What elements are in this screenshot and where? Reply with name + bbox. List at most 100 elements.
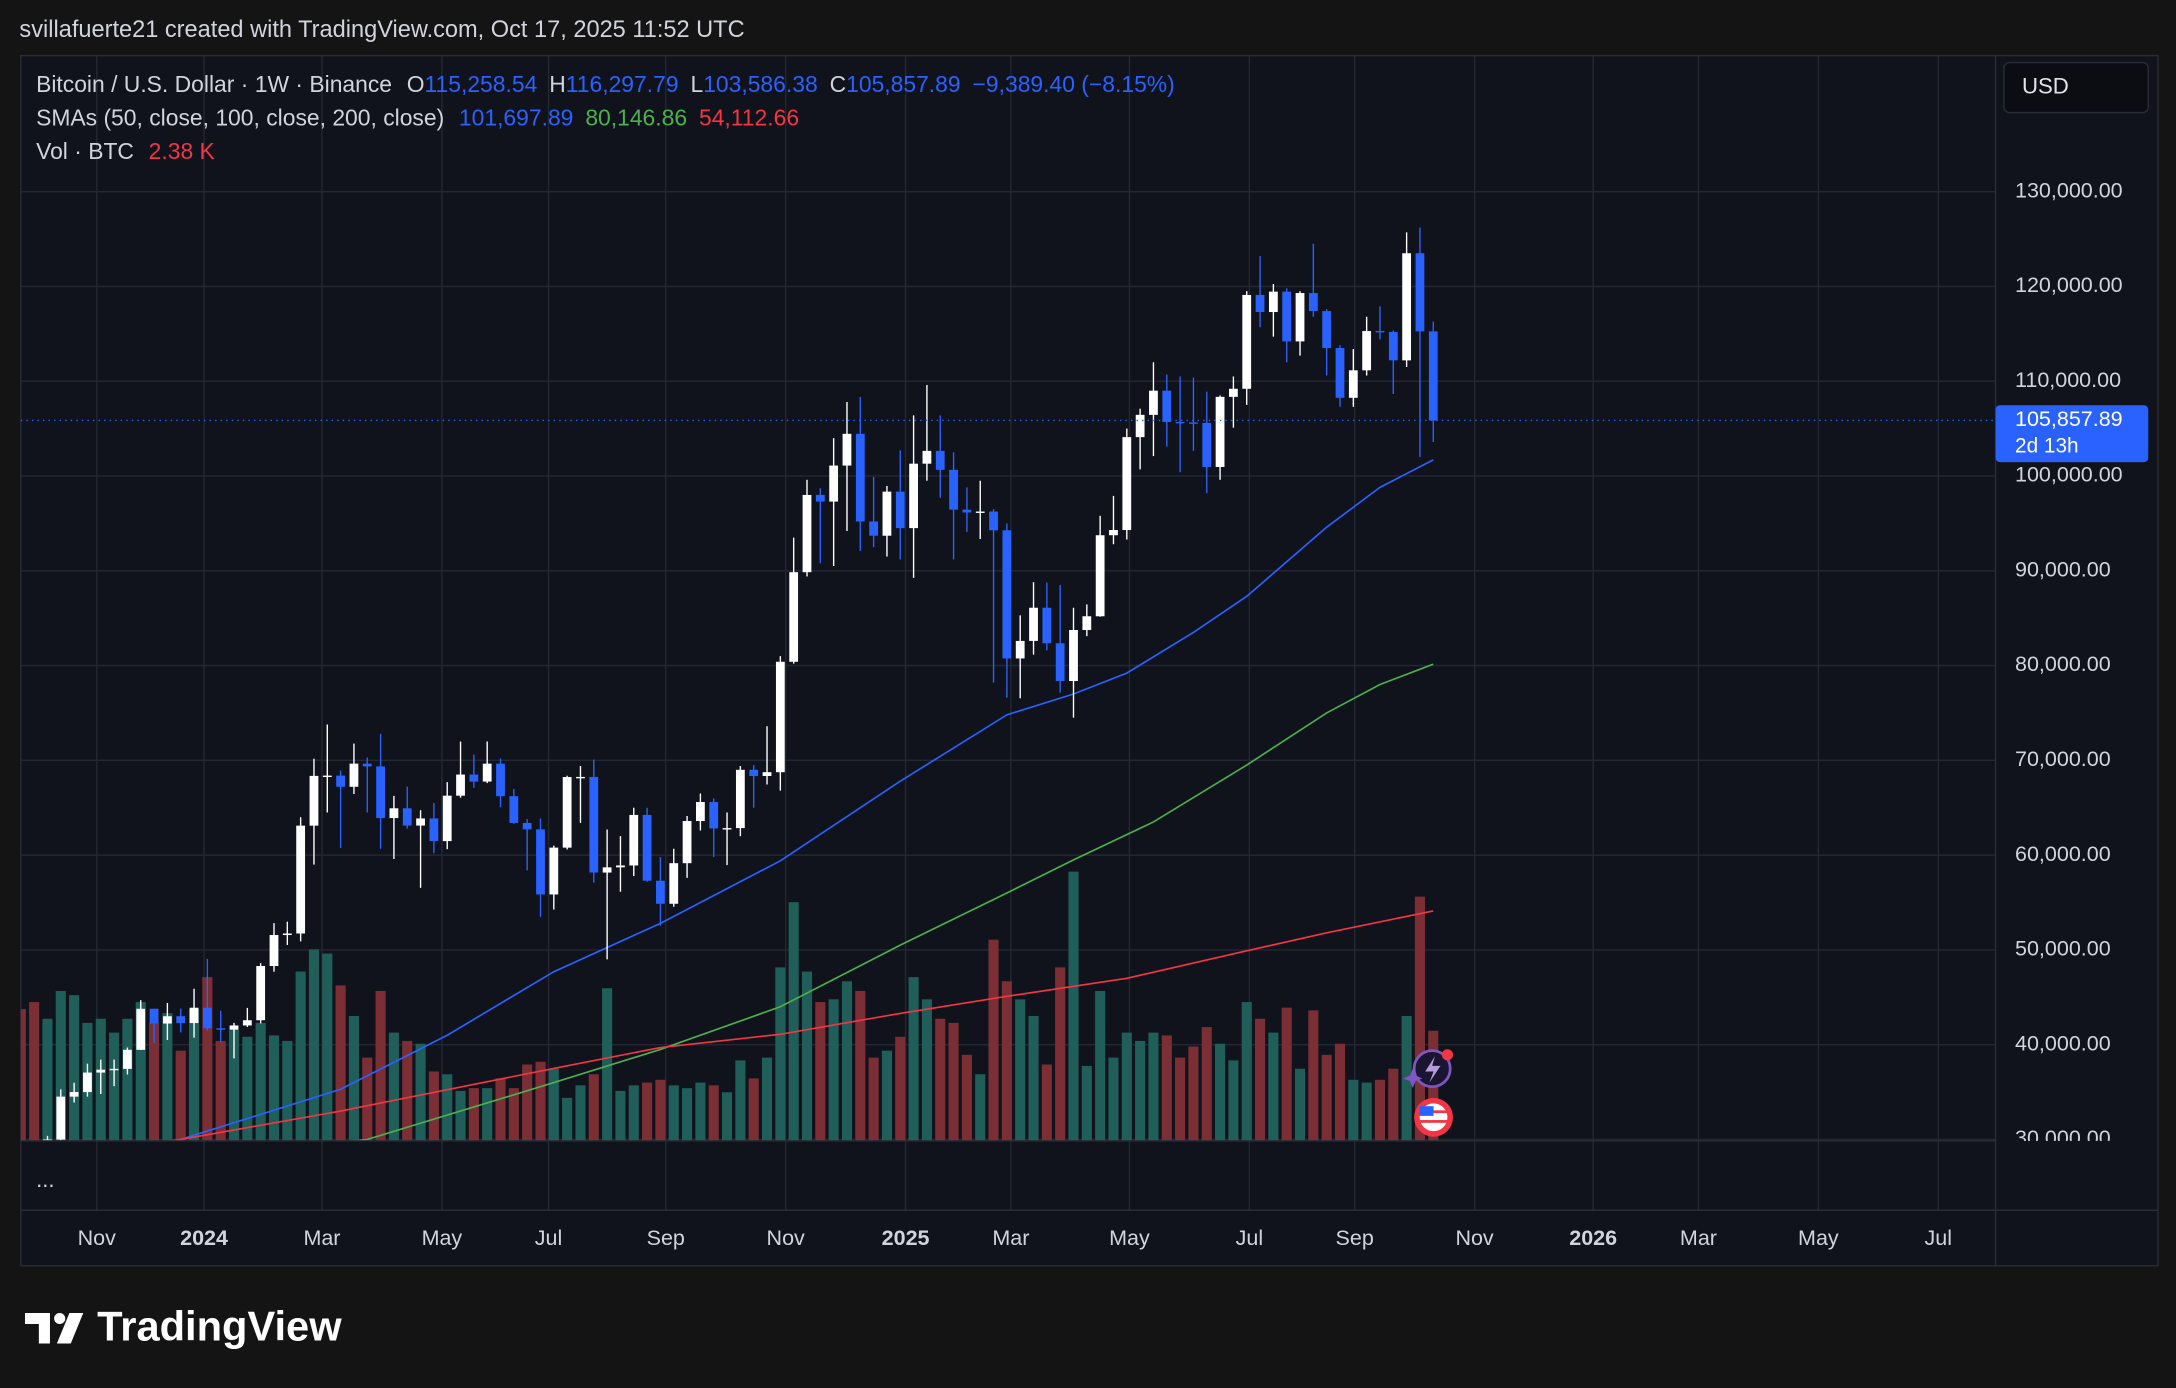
x-tick-label: May: [1109, 1226, 1150, 1250]
currency-button[interactable]: [2003, 61, 2149, 114]
volume-bar: [868, 1057, 879, 1141]
pane-menu[interactable]: ...: [36, 1167, 55, 1192]
volume-bar: [1268, 1032, 1279, 1141]
candle-body: [1015, 640, 1025, 659]
volume-bar: [162, 1013, 173, 1141]
y-tick-label: 50,000.00: [2015, 937, 2111, 961]
volume-bar: [362, 1057, 373, 1141]
logo-mark: [54, 1312, 66, 1325]
candle-body: [442, 795, 452, 842]
candle-body: [935, 450, 945, 470]
y-tick-label: 110,000.00: [2015, 368, 2121, 392]
x-tick-label: Nov: [78, 1226, 116, 1250]
sma-line: [165, 910, 1434, 1141]
volume-bar: [562, 1097, 573, 1141]
volume-bar: [1095, 990, 1106, 1141]
candle-body: [629, 814, 639, 866]
volume-bar: [1281, 1007, 1292, 1141]
candle-body: [1069, 630, 1078, 682]
candle-body: [975, 511, 985, 513]
volume-bar: [55, 990, 66, 1141]
candle-body: [402, 808, 412, 826]
candle-body: [722, 828, 732, 830]
volume-bar: [1081, 1065, 1092, 1141]
volume-bar: [695, 1082, 706, 1141]
y-tick-label: 130,000.00: [2015, 178, 2123, 202]
volume-bar: [375, 990, 386, 1141]
candle-body: [602, 867, 612, 873]
candle-body: [869, 521, 879, 536]
candle-body: [1242, 294, 1252, 389]
x-tick-label: Sep: [647, 1226, 685, 1250]
symbol-legend: Bitcoin / U.S. Dollar · 1W · Binance O11…: [36, 71, 1175, 97]
candle-body: [709, 802, 719, 829]
last-price-label: 105,857.89: [2015, 407, 2123, 431]
candle-body: [189, 1007, 199, 1024]
volume-bar: [335, 985, 346, 1141]
candle-body: [1348, 370, 1358, 398]
volume-bar: [588, 1074, 599, 1141]
volume-bar: [615, 1090, 626, 1141]
sparkle-glyph: [1403, 1068, 1423, 1089]
volume-bar: [268, 1035, 280, 1141]
volume-bar: [308, 949, 320, 1141]
candle-body: [536, 829, 545, 895]
candle-body: [269, 935, 279, 967]
candle-body: [775, 661, 785, 773]
candle-body: [1029, 607, 1038, 641]
volume-bar: [482, 1088, 493, 1141]
volume-bar: [801, 971, 813, 1141]
candle-body: [1162, 390, 1172, 422]
volume-bar: [1348, 1079, 1359, 1141]
candle-body: [1042, 607, 1052, 644]
volume-bar: [242, 1036, 253, 1141]
candle-body: [176, 1016, 186, 1024]
candle-body: [749, 769, 759, 776]
x-tick-label: Mar: [1680, 1226, 1717, 1250]
candle-body: [109, 1068, 119, 1071]
time-axis: Nov 2024 Mar May Jul Sep Nov 2025 Mar May Jul Sep No…: [78, 1226, 1952, 1250]
candle-body: [202, 1007, 212, 1029]
volume-bar: [935, 1018, 946, 1141]
y-tick-label: 40,000.00: [2015, 1031, 2111, 1055]
y-tick-label: 60,000.00: [2015, 842, 2111, 866]
volume-bar: [295, 971, 306, 1141]
x-tick-label: Sep: [1336, 1226, 1374, 1250]
event-icons[interactable]: [1403, 1049, 1453, 1137]
volume-bar: [788, 902, 799, 1141]
candle-body: [989, 511, 998, 531]
candle-body: [69, 1092, 79, 1097]
volume-bar: [508, 1088, 519, 1141]
candle-body: [389, 808, 399, 819]
volume-bar: [1028, 1015, 1039, 1141]
candle-body: [496, 763, 505, 797]
candle-body: [1295, 293, 1305, 342]
candle-body: [616, 865, 625, 868]
ohlc-letter: L: [690, 71, 703, 97]
candle-body: [136, 1008, 146, 1050]
volume-bar: [1015, 999, 1026, 1141]
sma-value: 101,697.89: [459, 105, 574, 131]
x-tick-label: May: [1798, 1226, 1839, 1250]
candle-body: [429, 818, 439, 842]
volume-value: 2.38 K: [149, 138, 215, 164]
volume-bar: [255, 1022, 266, 1141]
candle-body: [149, 1008, 159, 1024]
candle-body: [1055, 643, 1065, 682]
volume-bar: [668, 1085, 679, 1141]
volume-bar: [575, 1085, 586, 1141]
volume-bar: [721, 1092, 733, 1141]
ohlc-value: 105,857.89: [846, 71, 960, 97]
volume-bar: [228, 1029, 240, 1141]
symbol-title: Bitcoin / U.S. Dollar · 1W · Binance: [36, 71, 392, 97]
volume-bar: [1254, 1018, 1266, 1141]
volume-bar: [775, 967, 786, 1141]
candle-body: [962, 509, 972, 513]
candle-body: [815, 494, 825, 502]
candle-body: [549, 847, 559, 895]
volume-bar: [761, 1057, 773, 1141]
volume-bar: [1148, 1032, 1159, 1141]
volume-bar: [69, 995, 80, 1141]
volume-bar: [602, 988, 613, 1141]
